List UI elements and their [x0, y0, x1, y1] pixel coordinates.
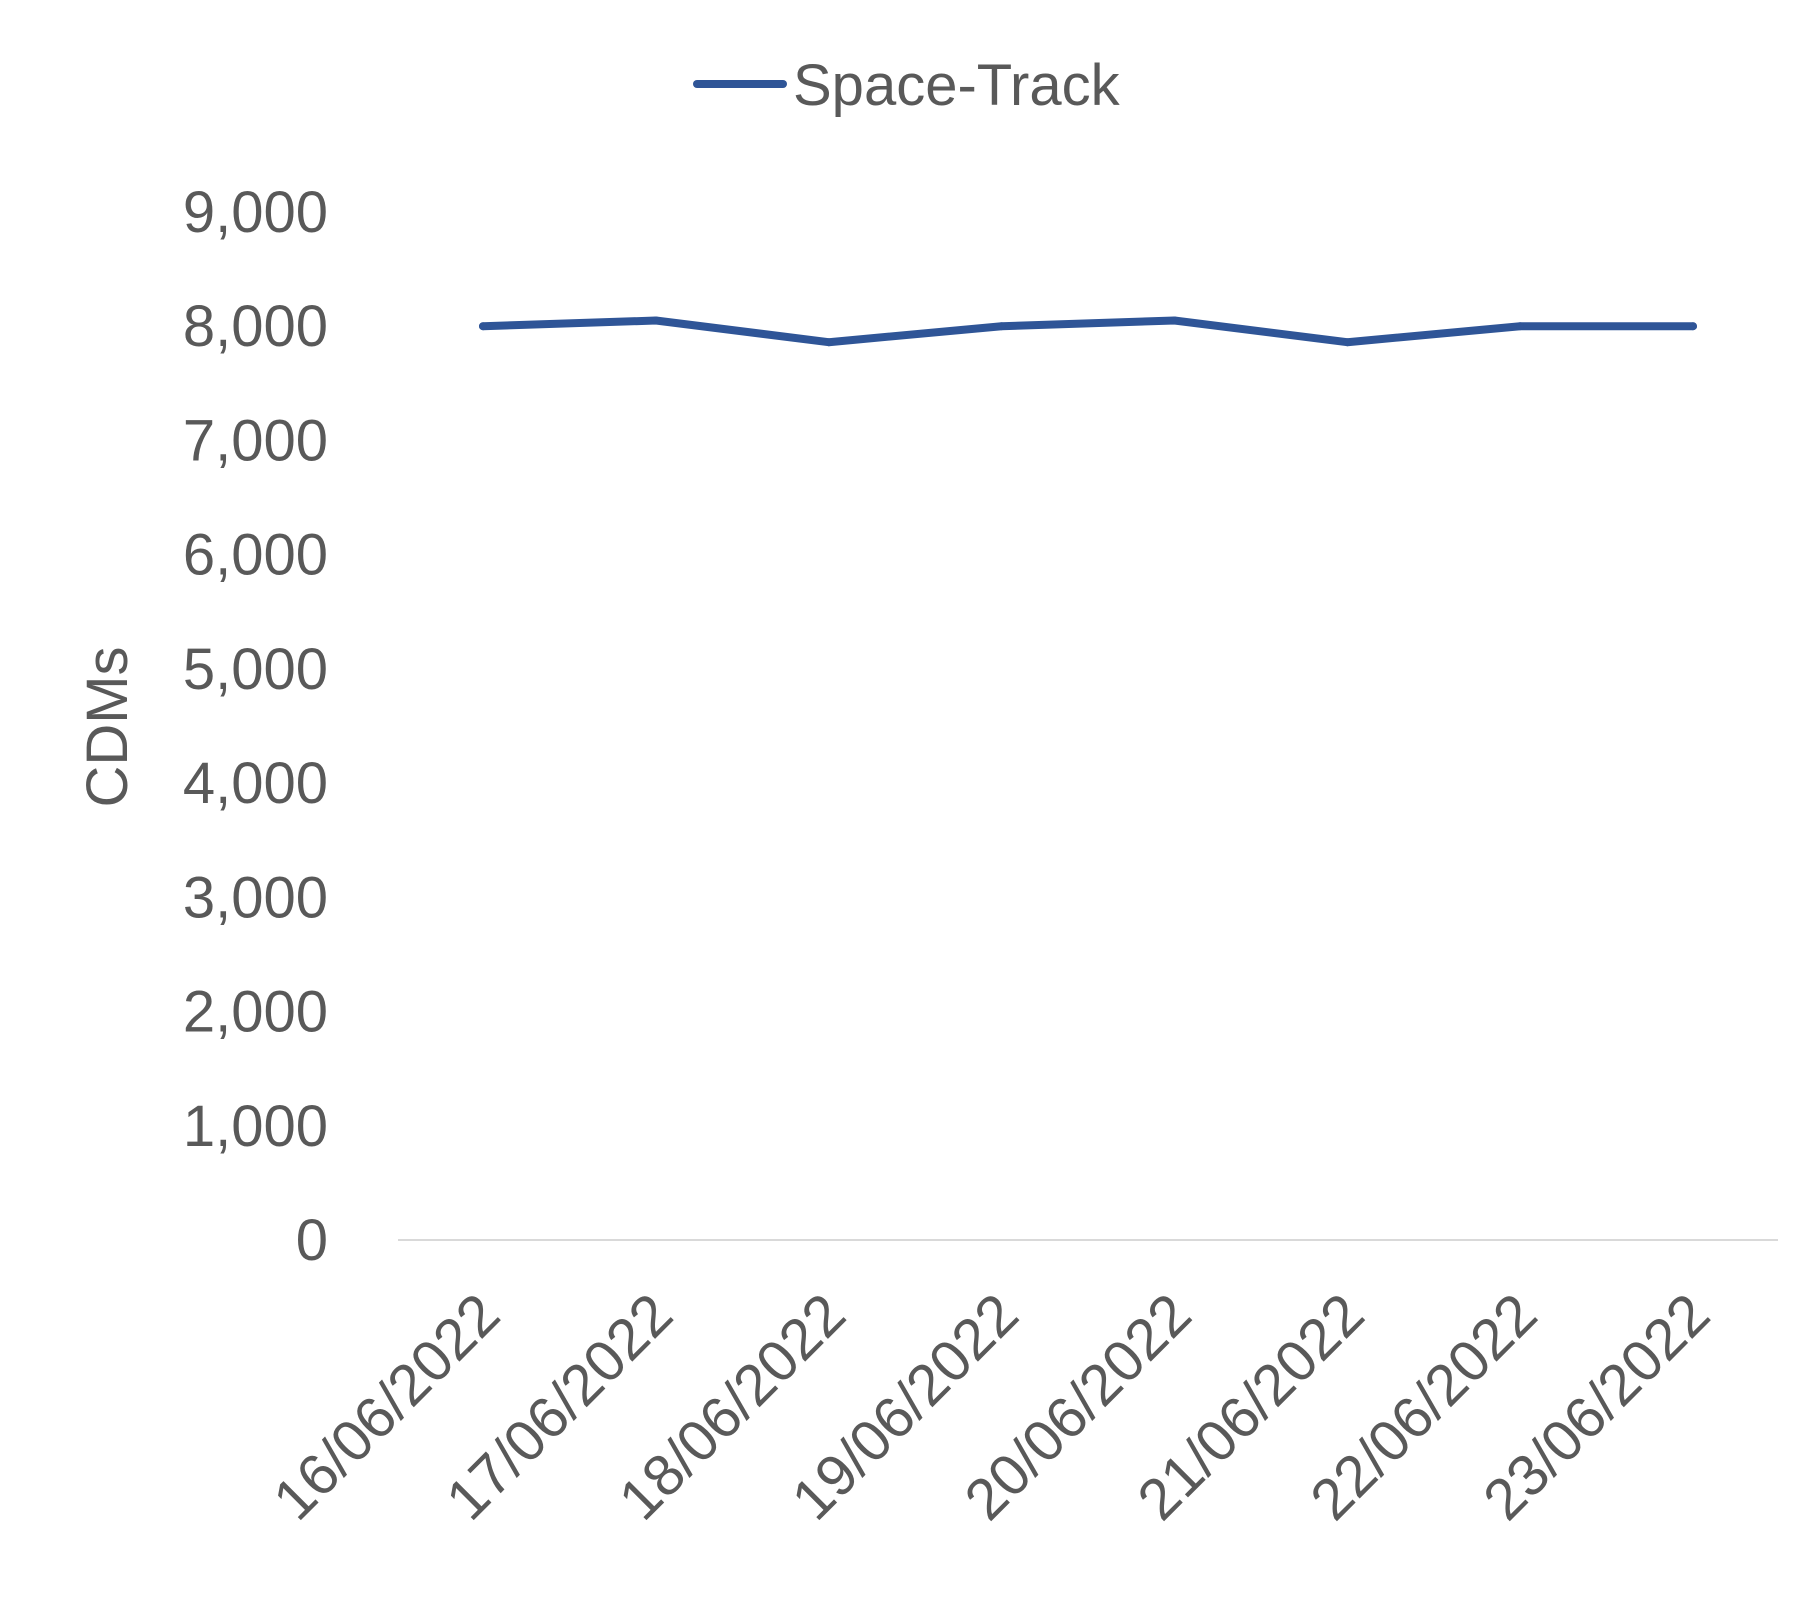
data-point [1170, 316, 1179, 325]
data-point [1516, 322, 1525, 331]
data-point [1689, 322, 1697, 331]
y-tick-label: 0 [296, 1208, 328, 1273]
legend-label-space-track: Space-Track [793, 53, 1121, 118]
y-tick-label: 8,000 [183, 294, 328, 359]
data-point [479, 322, 487, 331]
y-axis-tick-labels: 0 1,000 2,000 3,000 4,000 5,000 6,000 7,000 8,00… [183, 180, 328, 1273]
legend: Space-Track [693, 53, 1121, 118]
y-tick-label: 6,000 [183, 523, 328, 588]
y-tick-label: 1,000 [183, 1094, 328, 1159]
y-tick-label: 7,000 [183, 408, 328, 473]
data-point [824, 338, 833, 347]
y-tick-label: 9,000 [183, 180, 328, 245]
y-tick-label: 3,000 [183, 865, 328, 930]
x-axis-tick-labels: 16/06/202217/06/202218/06/202219/06/2022… [261, 1281, 1722, 1532]
y-tick-label: 5,000 [183, 637, 328, 702]
series-layer [479, 316, 1697, 347]
data-point [1343, 338, 1352, 347]
y-tick-label: 2,000 [183, 980, 328, 1045]
y-axis-title: CDMs [75, 646, 140, 807]
y-tick-label: 4,000 [183, 751, 328, 816]
series-line-space-track [479, 316, 1697, 347]
data-point [651, 316, 660, 325]
data-point [997, 322, 1006, 331]
